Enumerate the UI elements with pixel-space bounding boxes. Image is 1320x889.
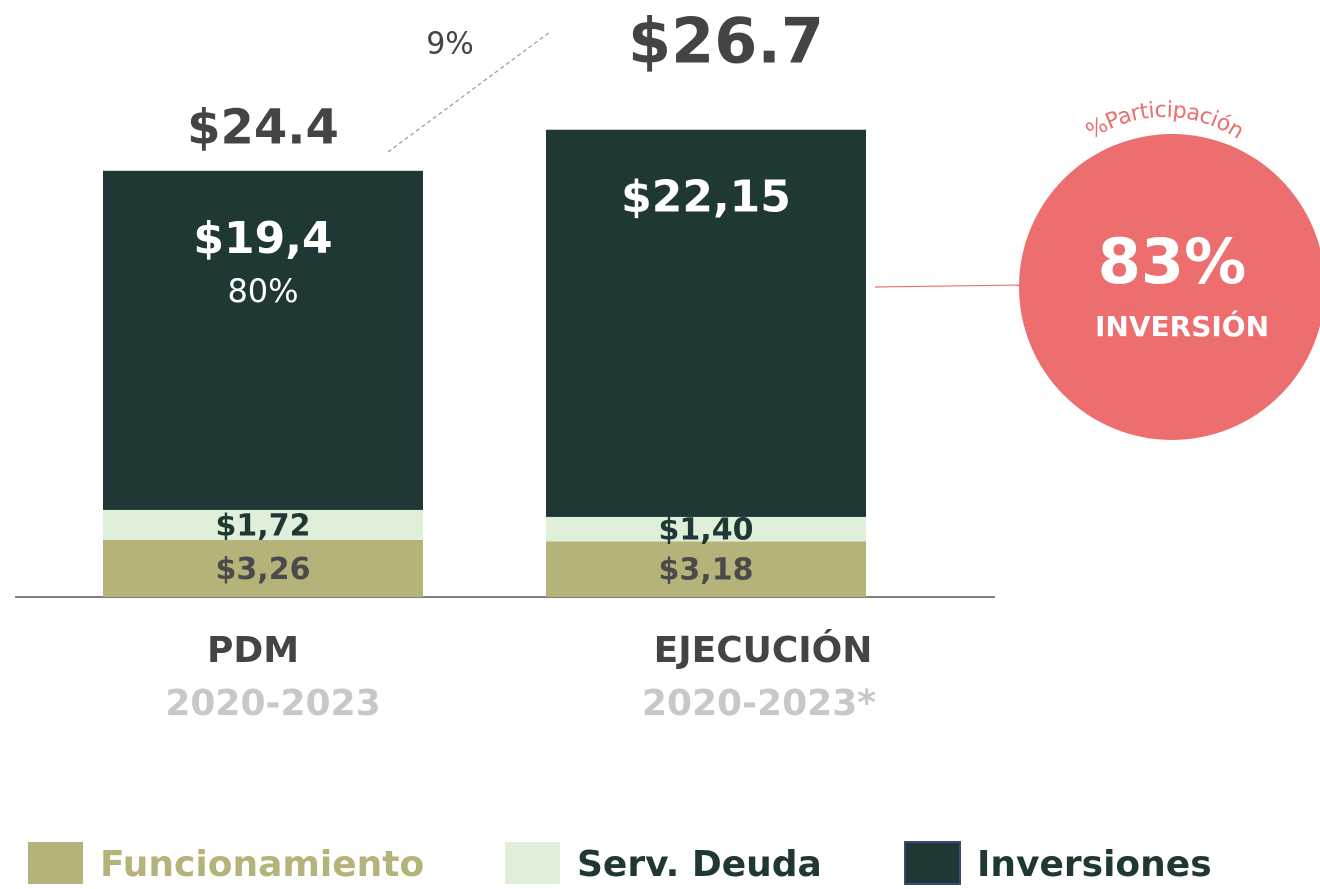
legend-swatch [28,842,83,884]
legend-swatch [505,842,560,884]
segment-label: $1,72 [216,508,311,543]
share-label: 80% [227,272,298,310]
highlight-circle [1019,134,1320,440]
growth-connector [387,31,551,153]
growth-label: 9% [426,27,474,62]
segment-label: $3,26 [216,552,311,587]
highlight-value: 83% [1098,225,1246,298]
segment-label: $1,40 [659,513,754,548]
highlight-connector [874,284,1023,288]
legend-label: Inversiones [977,844,1212,885]
bar-segment [103,170,423,510]
segment-label: $3,18 [659,553,754,588]
bar-segment [103,509,423,541]
segment-label: $19,4 [193,213,332,264]
x-tick-sublabel: 2020-2023* [642,683,876,724]
legend-label: Serv. Deuda [577,844,822,885]
x-tick-label: EJECUCIÓN [654,629,873,671]
total-label: $24.4 [187,99,339,155]
total-label: $26.7 [628,4,824,77]
highlight-subtitle: INVERSIÓN [1095,309,1269,343]
x-tick-sublabel: 2020-2023 [165,683,380,724]
bar-segment [546,541,866,597]
bar-segment [546,129,866,517]
legend-swatch [904,841,961,885]
bar-segment [546,516,866,542]
bar-segment [103,540,423,597]
segment-label: $22,15 [621,172,791,223]
x-tick-label: PDM [207,630,299,671]
legend-label: Funcionamiento [100,844,424,885]
